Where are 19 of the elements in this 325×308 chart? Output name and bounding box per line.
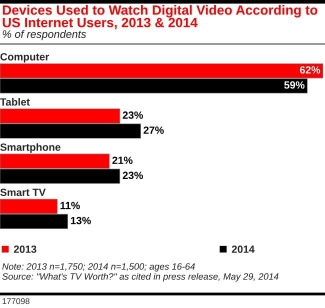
chart-title: Devices Used to Watch Digital Video According to US Internet Users, 2013 & 2014 bbox=[2, 5, 318, 30]
data-label: 27% bbox=[144, 126, 164, 134]
data-label: 13% bbox=[70, 216, 91, 224]
legend-label: 2014 bbox=[232, 246, 255, 253]
data-label: 62% bbox=[300, 66, 320, 74]
chart-subtitle: % of respondents bbox=[2, 30, 86, 40]
data-label: 23% bbox=[122, 111, 143, 119]
y-tick-label: Smart TV bbox=[0, 188, 46, 196]
text: Note: 2013 n=1,750; 2014 n=1,500; ages 16-64 bbox=[2, 263, 195, 272]
y-tick-label: Computer bbox=[0, 53, 50, 63]
data-label: 21% bbox=[112, 156, 133, 164]
y-tick-label: Smartphone bbox=[0, 143, 60, 153]
text: 177098 bbox=[2, 298, 30, 304]
legend-label: 2013 bbox=[14, 246, 36, 253]
data-label: 11% bbox=[60, 202, 80, 210]
data-label: 23% bbox=[122, 172, 143, 180]
source-note: Source: "What's TV Worth?" as cited in press release, May 29, 2014 bbox=[2, 273, 278, 282]
y-tick-label: Tablet bbox=[0, 98, 30, 106]
data-label: 59% bbox=[284, 81, 305, 89]
